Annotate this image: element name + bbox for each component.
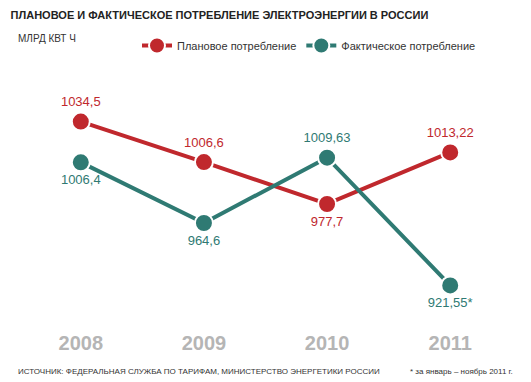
svg-text:977,7: 977,7 [311, 214, 344, 229]
svg-text:ИСТОЧНИК: ФЕДЕРАЛЬНАЯ СЛУЖБА П: ИСТОЧНИК: ФЕДЕРАЛЬНАЯ СЛУЖБА ПО ТАРИФАМ,… [18, 367, 380, 376]
svg-text:Плановое потребление: Плановое потребление [177, 40, 296, 52]
svg-text:1013,22: 1013,22 [427, 125, 474, 140]
svg-text:2011: 2011 [429, 332, 472, 354]
svg-text:2008: 2008 [59, 332, 104, 354]
svg-text:1009,63: 1009,63 [304, 130, 351, 145]
svg-text:МЛРД КВТ Ч: МЛРД КВТ Ч [18, 33, 76, 44]
svg-text:921,55*: 921,55* [428, 295, 473, 310]
svg-text:1006,4: 1006,4 [61, 172, 101, 187]
svg-text:2010: 2010 [305, 332, 350, 354]
svg-text:Фактическое потребление: Фактическое потребление [341, 40, 475, 52]
svg-text:964,6: 964,6 [188, 233, 221, 248]
svg-text:ПЛАНОВОЕ И ФАКТИЧЕСКОЕ ПОТРЕБЛ: ПЛАНОВОЕ И ФАКТИЧЕСКОЕ ПОТРЕБЛЕНИЕ ЭЛЕКТ… [11, 9, 429, 21]
svg-text:2009: 2009 [182, 332, 227, 354]
svg-text:* за январь – ноябрь 2011 г.: * за январь – ноябрь 2011 г. [410, 367, 513, 376]
svg-text:1034,5: 1034,5 [61, 94, 101, 109]
svg-text:1006,6: 1006,6 [184, 135, 224, 150]
